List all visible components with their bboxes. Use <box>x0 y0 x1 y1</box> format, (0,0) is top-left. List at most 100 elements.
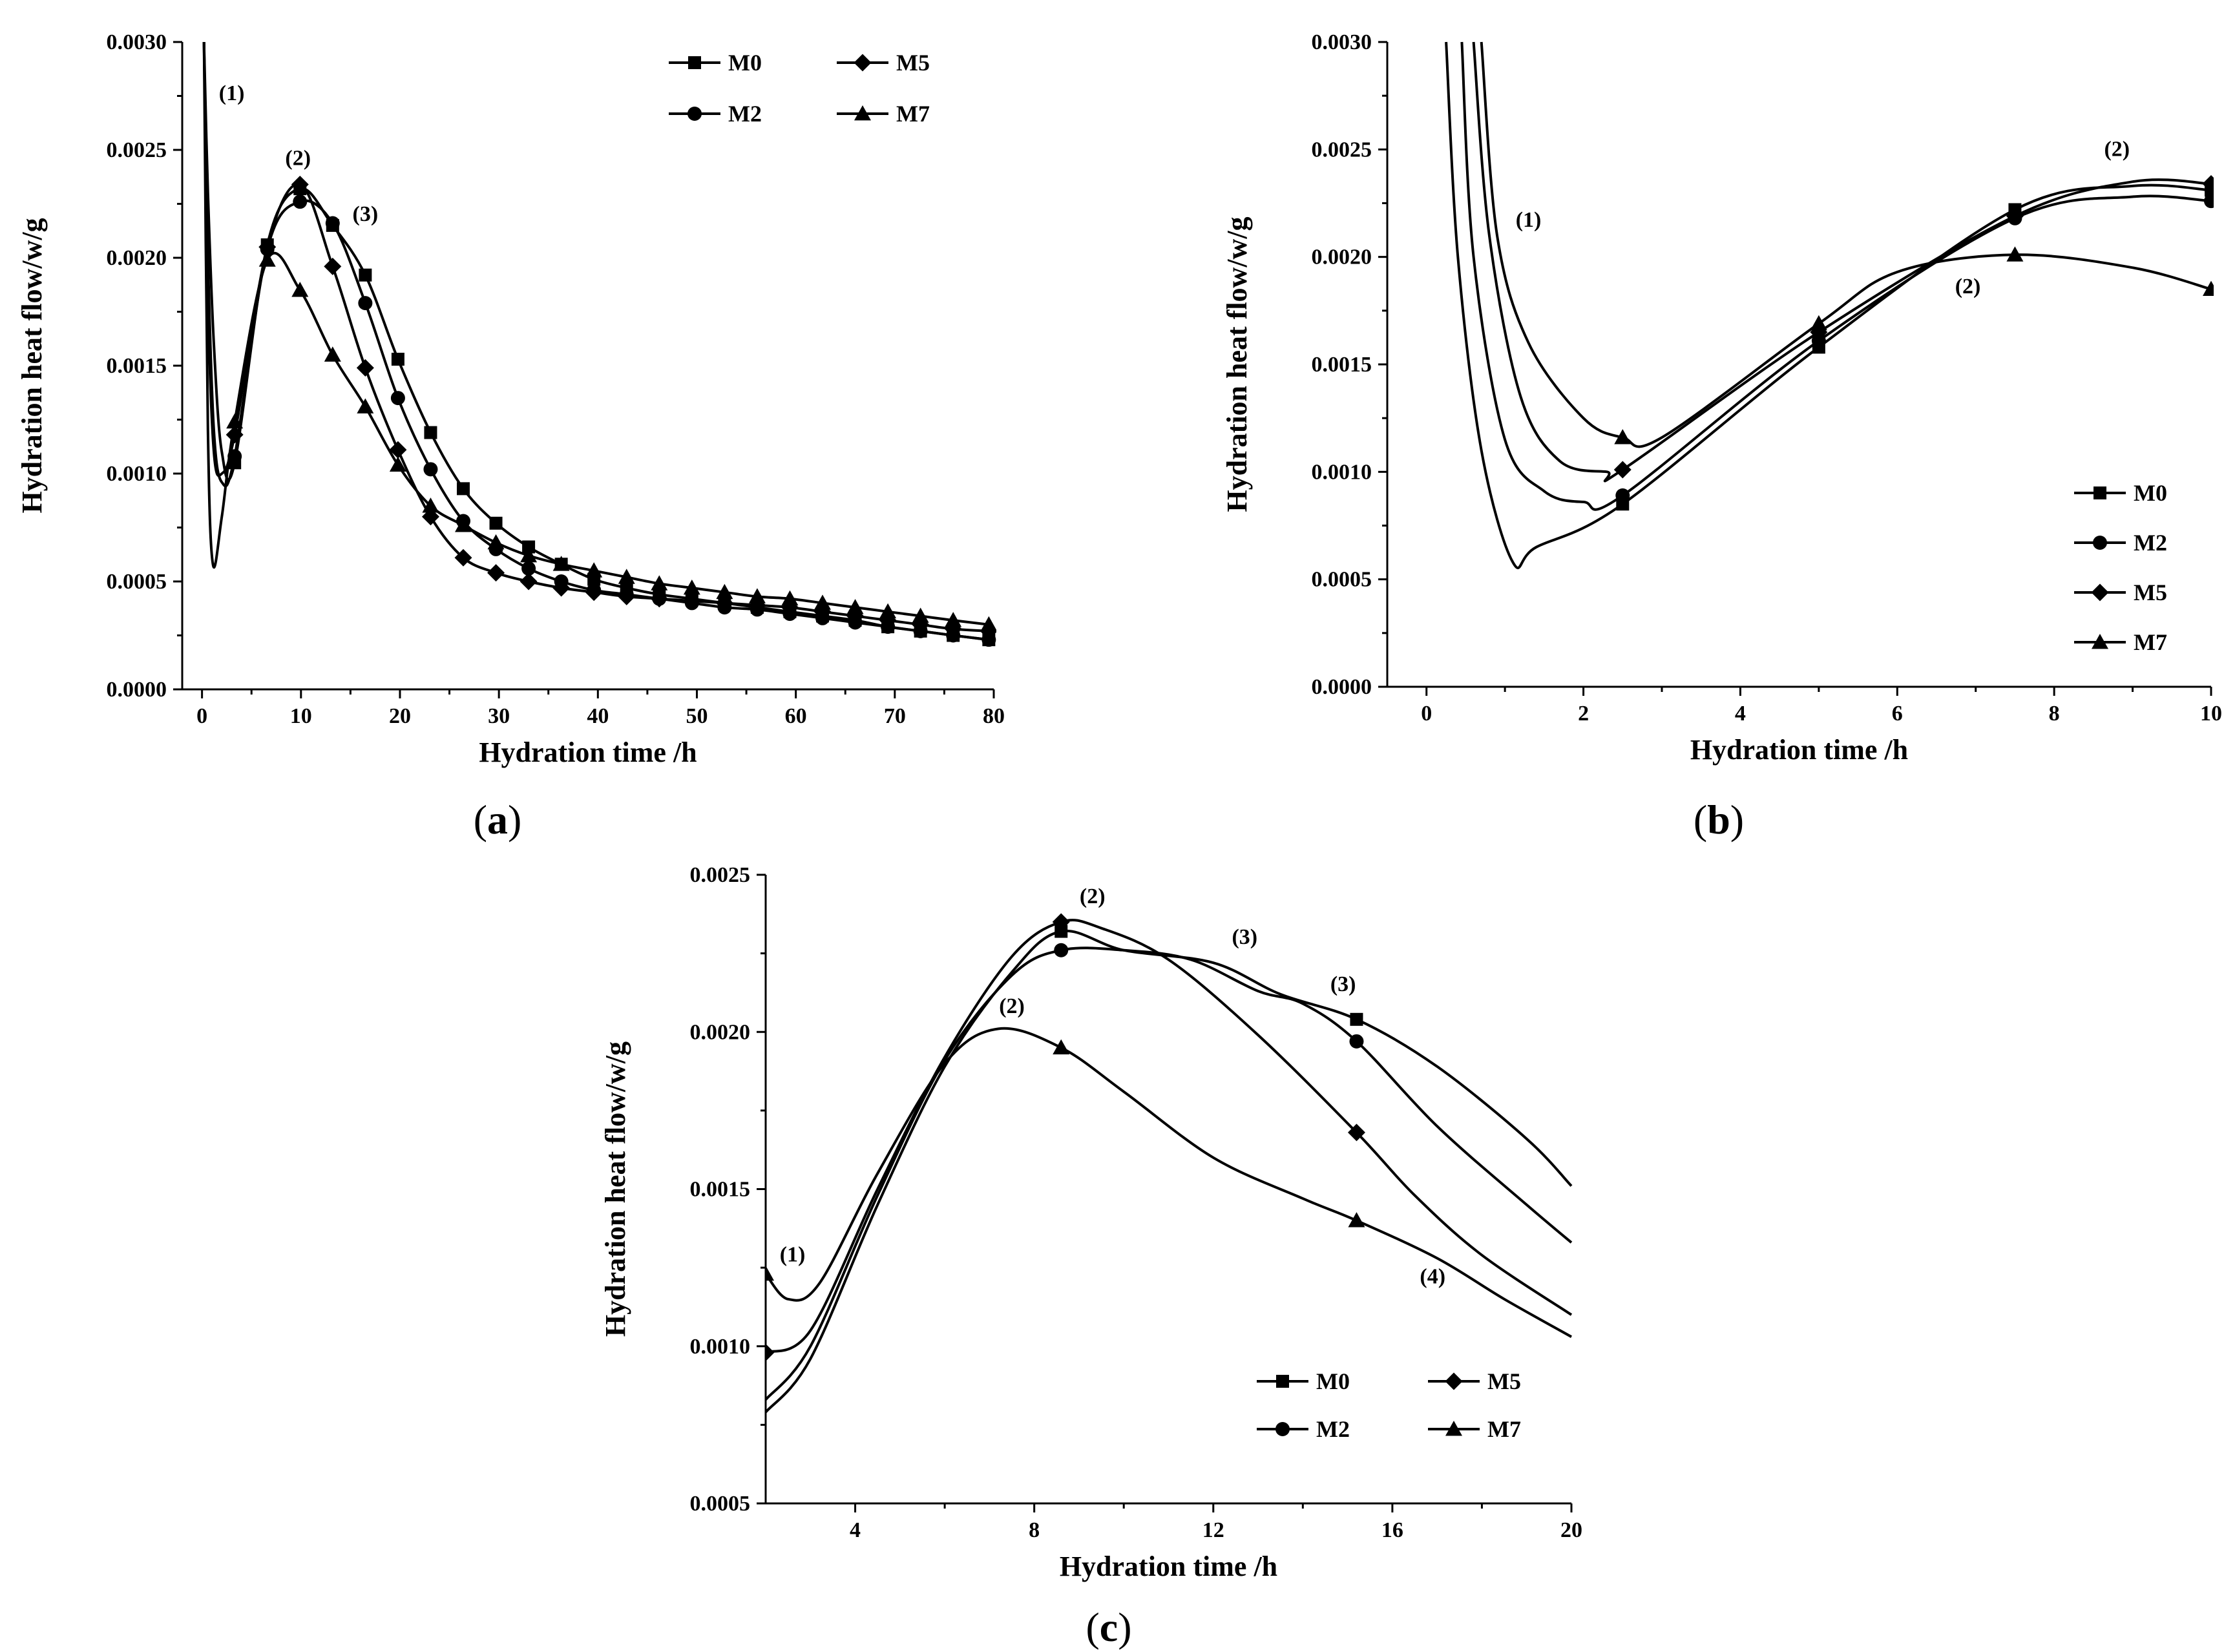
y-tick-label: 0.0015 <box>690 1178 751 1202</box>
peak-annotation: (3) <box>1232 925 1257 949</box>
x-tick-label: 12 <box>1202 1518 1224 1542</box>
data-point-m5 <box>324 257 342 275</box>
x-tick-label: 80 <box>983 704 1005 728</box>
legend-label-m7: M7 <box>2134 629 2167 655</box>
series-line-m0 <box>202 41 989 642</box>
y-tick-label: 0.0020 <box>690 1020 751 1044</box>
x-tick-label: 60 <box>785 704 807 728</box>
series-line-m7 <box>766 1027 1572 1338</box>
data-point-m5 <box>389 441 407 459</box>
data-point-m7 <box>1614 429 1632 444</box>
legend-marker-m0 <box>688 56 701 69</box>
legend-marker-m5 <box>2091 583 2109 601</box>
data-point-m5 <box>291 175 309 193</box>
chart-panel-a: 0 10 20 30 40 50 60 70 80 0.0000 0.0005 0.0010 0.001… <box>16 30 1005 768</box>
data-point-m2 <box>390 391 405 406</box>
peak-annotation: (2) <box>1080 884 1106 908</box>
y-tick-label: 0.0015 <box>107 354 167 378</box>
x-tick-label: 40 <box>587 704 609 728</box>
legend: M0 M2 M5 M7 <box>2074 480 2167 655</box>
data-point-m7 <box>520 547 538 563</box>
legend-label-m2: M2 <box>2134 530 2167 556</box>
data-point-m7 <box>585 562 603 578</box>
data-point-m5 <box>683 592 701 610</box>
data-point-m7 <box>912 607 929 623</box>
data-point-m7 <box>422 497 439 513</box>
data-point-m5 <box>258 238 277 256</box>
legend-label-m7: M7 <box>896 101 930 127</box>
data-point-m5 <box>552 579 571 597</box>
series-line-m7 <box>202 41 989 626</box>
legend-marker-m7 <box>854 105 871 121</box>
peak-annotation: (3) <box>353 202 379 226</box>
x-axis-title: Hydration time /h <box>479 737 697 768</box>
legend: M0 M5 M2 M7 <box>669 50 930 127</box>
y-tick-label: 0.0020 <box>1312 246 1372 269</box>
data-point-m0 <box>359 268 372 282</box>
y-tick-label: 0.0010 <box>1312 460 1372 484</box>
data-point-m7 <box>651 575 668 591</box>
legend: M0 M5 M2 M7 <box>1257 1368 1521 1442</box>
x-tick-label: 10 <box>2200 702 2222 726</box>
legend-marker-m5 <box>1445 1372 1463 1390</box>
data-point-m2 <box>1615 488 1630 503</box>
data-point-m5 <box>487 564 505 582</box>
peak-annotation: (1) <box>219 81 245 105</box>
legend-marker-m2 <box>1275 1422 1290 1436</box>
data-point-m7 <box>2006 246 2024 262</box>
x-tick-label: 8 <box>2049 702 2060 726</box>
data-point-m0 <box>457 482 470 496</box>
peak-annotation: (1) <box>1516 208 1542 232</box>
data-point-m5 <box>226 426 244 444</box>
x-tick-label: 2 <box>1578 702 1589 726</box>
data-point-m7 <box>389 456 406 472</box>
y-axis-title: Hydration heat flow/w/g <box>600 1041 631 1337</box>
y-tick-label: 0.0000 <box>1312 675 1372 699</box>
data-point-m5 <box>356 359 374 377</box>
peak-annotation: (2) <box>1955 275 1981 298</box>
data-point-m2 <box>1054 943 1069 957</box>
legend-marker-m2 <box>2093 536 2107 550</box>
legend-label-m5: M5 <box>2134 580 2167 605</box>
chart-panel-c: 4 8 12 16 20 0.0005 0.0010 0.0015 0.0020 0.0025 Hy… <box>600 863 1582 1582</box>
legend-label-m5: M5 <box>896 50 930 76</box>
legend-label-m2: M2 <box>728 101 762 127</box>
data-point-m5 <box>1347 1124 1365 1142</box>
panel-label-b: (b) <box>1694 797 1744 842</box>
data-point-m0 <box>1055 925 1068 938</box>
y-tick-label: 0.0005 <box>107 570 167 594</box>
data-point-m7 <box>258 251 276 267</box>
series-line-m2 <box>1460 41 2212 511</box>
y-tick-label: 0.0010 <box>690 1335 751 1359</box>
y-axis-title: Hydration heat flow/w/g <box>1221 216 1253 512</box>
panel-label-a: (a) <box>474 797 522 842</box>
y-tick-label: 0.0020 <box>107 246 167 270</box>
data-point-m7 <box>1810 315 1827 331</box>
peak-annotation: (2) <box>2104 137 2130 161</box>
data-point-m2 <box>325 216 340 231</box>
legend-label-m2: M2 <box>1316 1416 1350 1442</box>
x-tick-label: 8 <box>1029 1518 1040 1542</box>
legend-marker-m7 <box>2092 634 2108 649</box>
data-point-m5 <box>1613 461 1632 479</box>
data-point-m7 <box>324 346 341 362</box>
data-point-m7 <box>683 580 700 595</box>
data-point-m7 <box>1053 1039 1070 1054</box>
data-point-m7 <box>2203 280 2214 296</box>
x-tick-label: 4 <box>850 1518 861 1542</box>
data-point-m7 <box>879 603 897 619</box>
legend-label-m7: M7 <box>1487 1416 1521 1442</box>
y-tick-label: 0.0030 <box>1312 30 1372 54</box>
chart-panel-b: 0 2 4 6 8 10 0.0000 0.0005 0.0010 0.0015 0.0020 0.0… <box>1221 30 2222 766</box>
x-tick-label: 16 <box>1381 1518 1403 1542</box>
data-point-m7 <box>781 590 799 606</box>
data-point-m7 <box>945 612 962 627</box>
legend-marker-m0 <box>1276 1375 1289 1388</box>
x-tick-label: 50 <box>686 704 708 728</box>
data-point-m7 <box>226 413 244 429</box>
y-tick-label: 0.0025 <box>690 863 751 887</box>
series-line-m0 <box>1445 41 2212 569</box>
series-line-m7 <box>1480 41 2212 448</box>
data-point-m7 <box>814 594 832 610</box>
